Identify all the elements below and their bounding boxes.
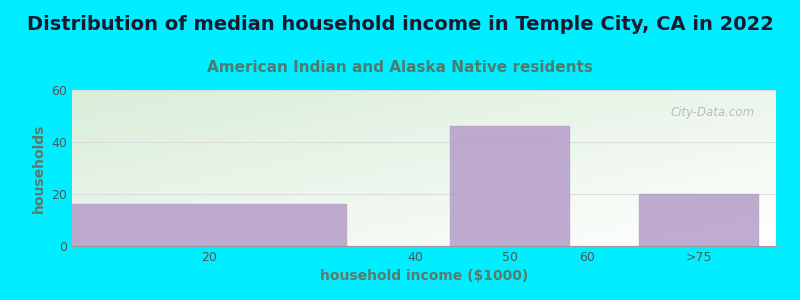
Bar xyxy=(72,204,346,246)
Bar xyxy=(638,194,759,246)
X-axis label: household income ($1000): household income ($1000) xyxy=(320,269,528,284)
Bar xyxy=(450,126,570,246)
Text: City-Data.com: City-Data.com xyxy=(670,106,755,118)
Text: American Indian and Alaska Native residents: American Indian and Alaska Native reside… xyxy=(207,60,593,75)
Y-axis label: households: households xyxy=(32,123,46,213)
Text: Distribution of median household income in Temple City, CA in 2022: Distribution of median household income … xyxy=(26,15,774,34)
